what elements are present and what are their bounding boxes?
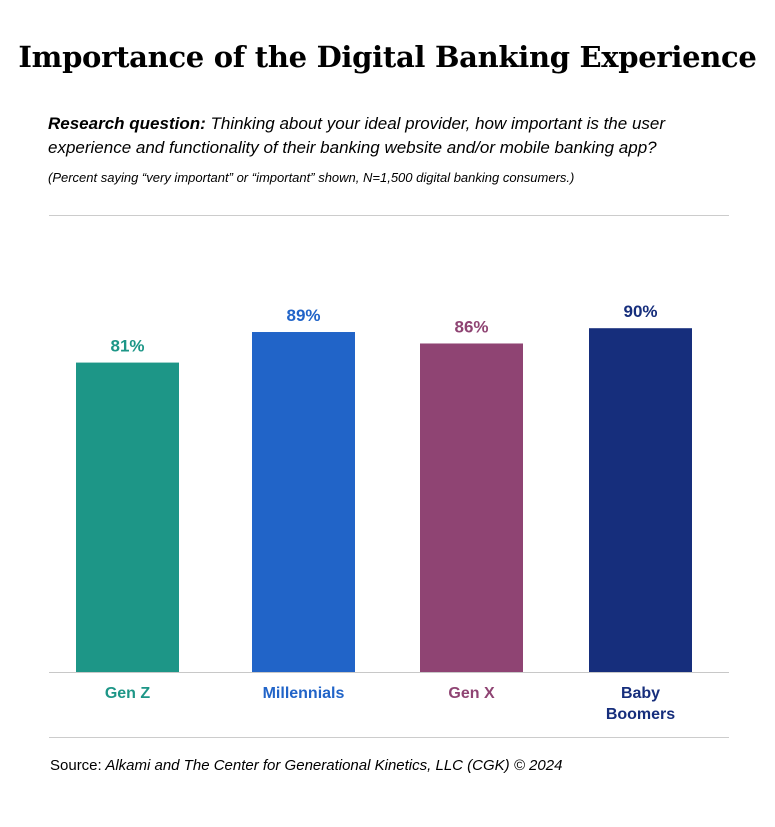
top-divider [49,215,729,216]
survey-note: (Percent saying “very important” or “imp… [48,170,575,185]
bar-chart: 81% Gen Z 89% Millennials 86% Gen X 90% Baby Boo… [49,302,729,723]
research-question: Research question: Thinking about your i… [48,112,738,160]
research-question-text: Thinking about your ideal provider, how … [48,114,666,157]
bar-baby-boomers [589,328,692,672]
category-label: Millennials [263,685,345,702]
value-label: 81% [110,337,144,356]
chart-title: Importance of the Digital Banking Experi… [18,40,757,74]
bottom-divider [49,737,729,738]
value-label: 86% [454,317,488,336]
source-label: Source: [50,757,102,774]
bar-gen-x [420,343,523,672]
category-label: Gen X [448,685,495,702]
category-label: Gen Z [105,685,151,702]
value-label: 90% [623,302,657,321]
source-note: Source: Alkami and The Center for Genera… [50,757,562,774]
source-text: Alkami and The Center for Generational K… [101,757,563,774]
category-label: Baby [621,685,660,702]
category-label: Boomers [606,706,675,723]
research-question-label: Research question: [48,114,206,133]
bar-millennials [252,332,355,672]
bar-gen-z [76,362,179,672]
value-label: 89% [286,306,320,325]
